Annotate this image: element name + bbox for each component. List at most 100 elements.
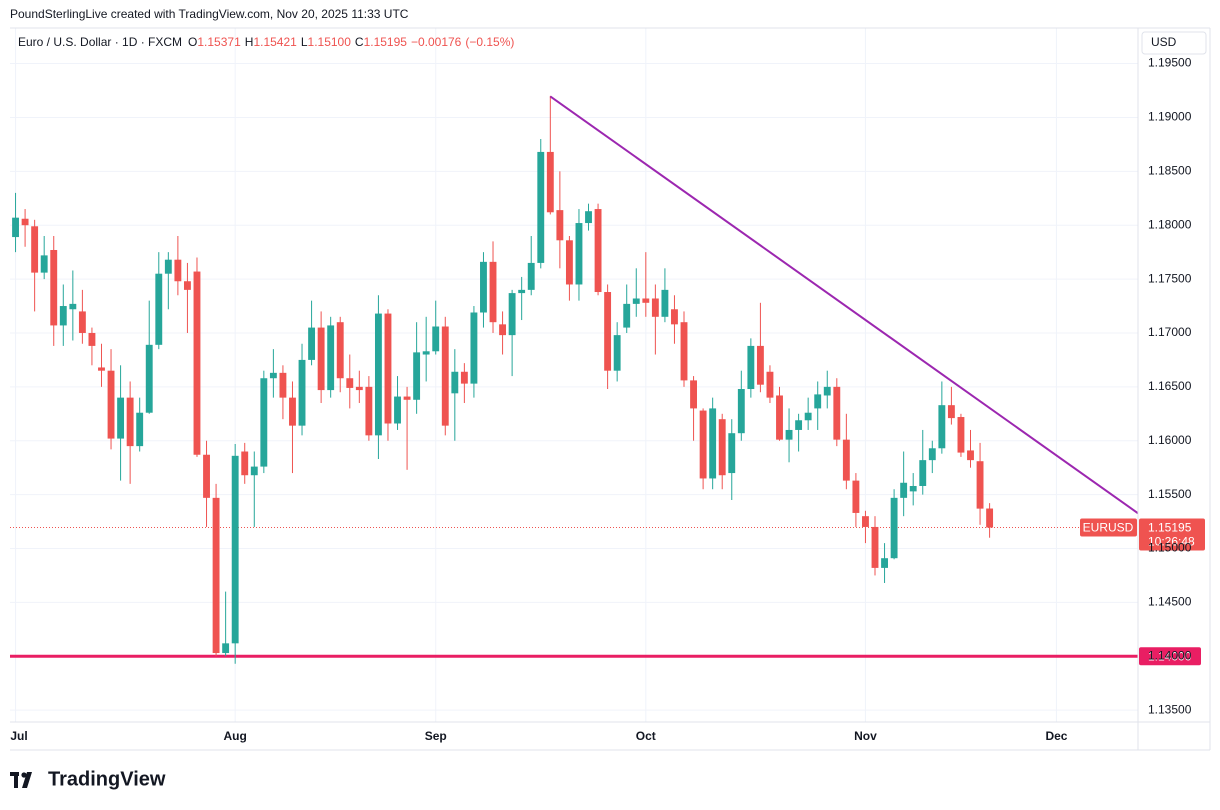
candle-body	[690, 380, 697, 409]
candle-body	[881, 558, 888, 568]
candle-body	[107, 370, 115, 439]
y-tick-label: 1.16500	[1148, 379, 1192, 393]
plot	[10, 95, 1139, 664]
y-tick-label: 1.17500	[1148, 271, 1192, 285]
y-tick-label: 1.14000	[1148, 648, 1192, 662]
x-tick-label: Jul	[10, 729, 27, 743]
hline-tag	[1139, 647, 1201, 666]
logo-text: TradingView	[48, 768, 166, 790]
legend-key: O	[188, 35, 197, 49]
candle-body	[59, 306, 67, 326]
legend-key: H	[245, 35, 254, 49]
candle-body	[174, 259, 182, 282]
candle-body	[785, 429, 793, 440]
candle-body	[203, 454, 210, 498]
candle-body	[527, 262, 535, 290]
candle-body	[499, 324, 507, 336]
legend-value: 1.15371	[197, 35, 241, 49]
candle-body	[546, 151, 554, 213]
candle-body	[470, 312, 478, 384]
candle-body	[489, 261, 497, 323]
candle-body	[21, 218, 29, 226]
candle-body	[279, 372, 287, 398]
candle-body	[642, 298, 650, 303]
y-tick-label: 1.17000	[1148, 325, 1192, 339]
y-tick-label: 1.15000	[1148, 541, 1192, 555]
y-tick-label: 1.15500	[1148, 487, 1192, 501]
legend-key: C	[355, 35, 364, 49]
candle-body	[88, 332, 96, 346]
candle-body	[260, 378, 268, 467]
candle-body	[871, 526, 879, 568]
title: Euro / U.S. Dollar · 1D · FXCM	[18, 35, 182, 49]
candle-body	[728, 433, 736, 474]
candle-body	[241, 451, 249, 476]
candle-body	[862, 516, 869, 527]
candle-body	[556, 210, 564, 241]
legend-key: L	[301, 35, 308, 49]
candle-body	[986, 508, 994, 528]
legend: Euro / U.S. Dollar · 1D · FXCM O1.15371 H 1…	[18, 35, 514, 49]
legend-value: 1.15195	[364, 35, 408, 49]
candle-body	[928, 448, 936, 461]
logo-icon	[22, 772, 32, 788]
candle-body	[126, 397, 134, 447]
candle-body	[737, 389, 745, 434]
candle-body	[756, 345, 764, 385]
trend-line	[549, 95, 1139, 515]
x-tick-label: Dec	[1045, 729, 1067, 743]
candle-body	[336, 322, 344, 379]
candle-body	[403, 396, 411, 400]
candle-body	[900, 482, 908, 498]
candle-body	[938, 405, 946, 449]
candle-body	[269, 372, 277, 379]
candle-body	[565, 240, 573, 285]
candle-body	[413, 352, 421, 400]
x-tick-label: Aug	[224, 729, 247, 743]
candle-body	[852, 480, 860, 513]
candle-body	[145, 344, 153, 413]
candle-body	[298, 359, 306, 426]
candle-body	[651, 298, 659, 317]
candle-body	[327, 325, 335, 391]
candle-body	[308, 327, 316, 360]
candle-body	[155, 273, 163, 345]
candle-body	[12, 217, 19, 238]
y-tick-label: 1.16000	[1148, 433, 1192, 447]
y-tick-label: 1.19500	[1148, 56, 1192, 70]
candle-body	[164, 259, 172, 274]
candle-body	[289, 397, 296, 426]
x-tick-label: Nov	[854, 729, 877, 743]
candle-body	[40, 255, 48, 273]
candle-body	[680, 322, 688, 381]
candle-body	[967, 450, 974, 461]
y-tick-label: 1.13500	[1148, 702, 1192, 716]
candle-body	[776, 395, 783, 440]
logo: TradingView	[10, 768, 166, 790]
candle-body	[919, 460, 927, 486]
candle-body	[508, 293, 516, 336]
candle-body	[317, 327, 325, 391]
candle-body	[460, 371, 468, 384]
candle-body	[355, 386, 363, 391]
candle-body	[890, 497, 898, 559]
candle-body	[766, 371, 774, 398]
candle-body	[117, 397, 125, 439]
price-tag	[1139, 518, 1205, 551]
candle-body	[346, 378, 354, 388]
candle-body	[575, 223, 583, 285]
candle-body	[365, 386, 373, 436]
candle-body	[823, 386, 831, 396]
candle-body	[909, 485, 917, 492]
legend-change: −0.00176	[411, 35, 462, 49]
countdown-label: 10:26:48	[1148, 535, 1195, 549]
attribution: PoundSterlingLive created with TradingVi…	[10, 7, 409, 21]
candle-body	[250, 466, 258, 476]
candle-body	[69, 303, 77, 310]
candle-body	[31, 226, 39, 273]
candle-body	[231, 455, 239, 644]
candle-body	[193, 271, 201, 455]
candle-body	[518, 289, 526, 294]
y-tick-label: 1.18500	[1148, 163, 1192, 177]
